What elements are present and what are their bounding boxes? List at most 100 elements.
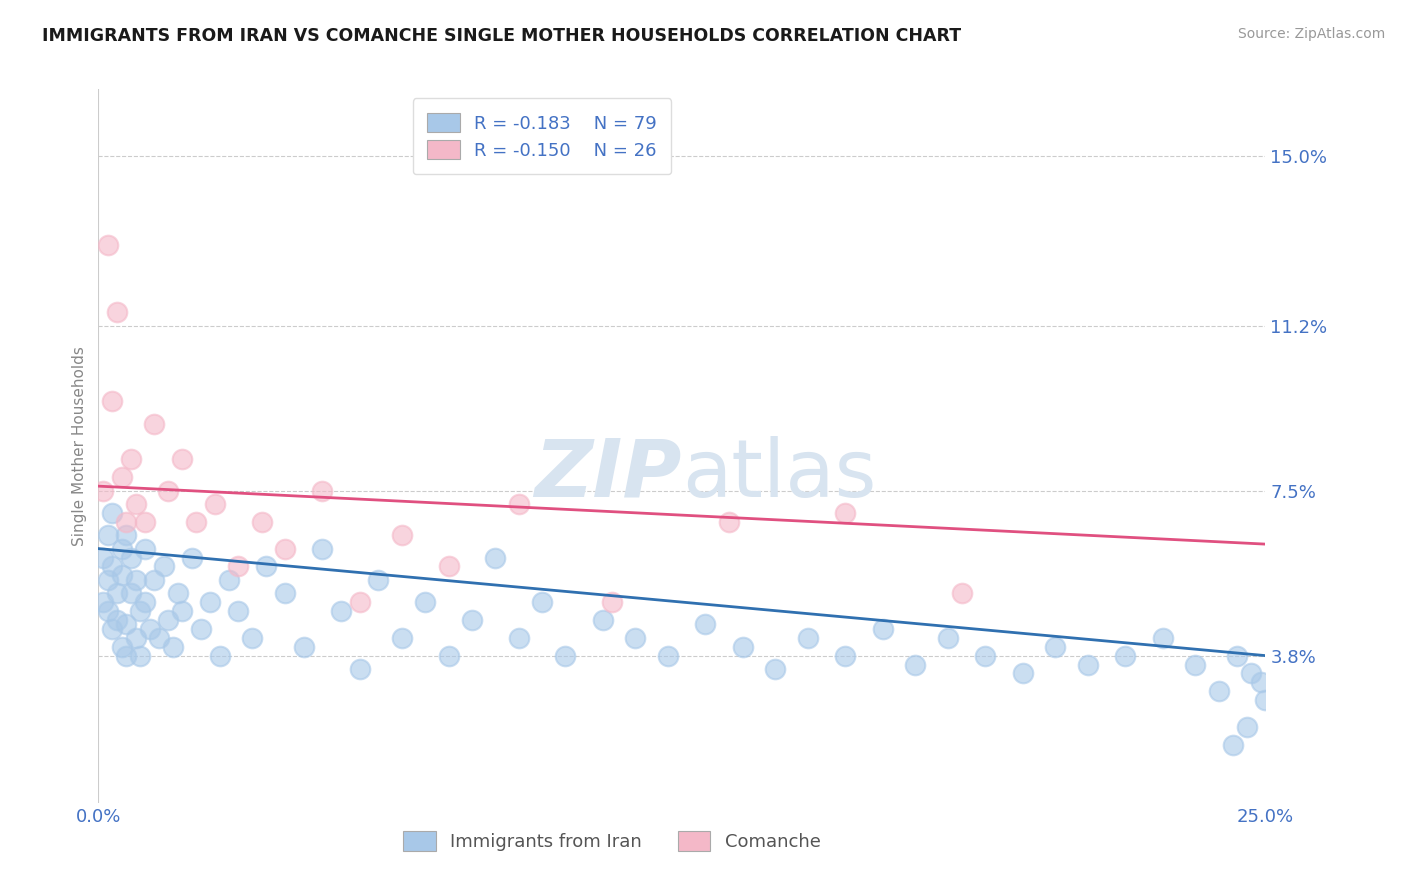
Point <box>97 604 120 618</box>
Point <box>695 617 717 632</box>
Point <box>91 550 114 565</box>
Text: IMMIGRANTS FROM IRAN VS COMANCHE SINGLE MOTHER HOUSEHOLDS CORRELATION CHART: IMMIGRANTS FROM IRAN VS COMANCHE SINGLE … <box>42 27 962 45</box>
Point <box>115 528 138 542</box>
Point <box>115 515 138 529</box>
Point <box>461 613 484 627</box>
Point <box>484 550 506 565</box>
Point <box>111 568 134 582</box>
Point <box>218 573 240 587</box>
Point <box>101 622 124 636</box>
Point <box>624 631 647 645</box>
Point <box>143 417 166 431</box>
Point <box>200 595 222 609</box>
Point <box>950 586 973 600</box>
Point <box>152 559 174 574</box>
Point <box>186 515 208 529</box>
Point <box>274 541 297 556</box>
Point <box>125 497 148 511</box>
Point <box>717 515 740 529</box>
Point <box>904 657 927 672</box>
Point <box>391 528 413 542</box>
Point <box>530 595 553 609</box>
Point <box>1254 693 1277 707</box>
Point <box>1236 720 1258 734</box>
Point <box>600 595 623 609</box>
Point <box>134 515 156 529</box>
Point <box>250 515 273 529</box>
Point <box>129 604 152 618</box>
Point <box>834 648 856 663</box>
Point <box>763 662 786 676</box>
Point <box>115 617 138 632</box>
Y-axis label: Single Mother Households: Single Mother Households <box>72 346 87 546</box>
Point <box>125 573 148 587</box>
Point <box>1011 666 1033 681</box>
Point <box>1226 648 1249 663</box>
Point <box>134 541 156 556</box>
Point <box>101 506 124 520</box>
Point <box>162 640 184 654</box>
Point <box>367 573 389 587</box>
Text: ZIP: ZIP <box>534 435 682 514</box>
Point <box>228 559 250 574</box>
Point <box>97 528 120 542</box>
Point <box>391 631 413 645</box>
Point <box>105 305 128 319</box>
Point <box>91 483 114 498</box>
Legend: Immigrants from Iran, Comanche: Immigrants from Iran, Comanche <box>396 823 828 858</box>
Point <box>120 586 142 600</box>
Point <box>592 613 614 627</box>
Point <box>872 622 894 636</box>
Point <box>115 648 138 663</box>
Point <box>172 604 194 618</box>
Point <box>97 238 120 252</box>
Point <box>157 613 180 627</box>
Text: atlas: atlas <box>682 435 876 514</box>
Point <box>157 483 180 498</box>
Point <box>657 648 679 663</box>
Point <box>834 506 856 520</box>
Point <box>172 452 194 467</box>
Point <box>105 613 128 627</box>
Point <box>349 595 371 609</box>
Point <box>134 595 156 609</box>
Point <box>204 497 226 511</box>
Point <box>101 559 124 574</box>
Point <box>105 586 128 600</box>
Point <box>228 604 250 618</box>
Point <box>413 595 436 609</box>
Point <box>208 648 231 663</box>
Point <box>797 631 820 645</box>
Point <box>508 497 530 511</box>
Point <box>111 470 134 484</box>
Point <box>554 648 576 663</box>
Point <box>330 604 353 618</box>
Point <box>120 550 142 565</box>
Point <box>349 662 371 676</box>
Point <box>1045 640 1067 654</box>
Point <box>120 452 142 467</box>
Point <box>311 541 333 556</box>
Point <box>101 394 124 409</box>
Point <box>111 541 134 556</box>
Point <box>1222 738 1244 752</box>
Point <box>1250 675 1272 690</box>
Text: Source: ZipAtlas.com: Source: ZipAtlas.com <box>1237 27 1385 41</box>
Point <box>731 640 754 654</box>
Point <box>166 586 188 600</box>
Point <box>508 631 530 645</box>
Point <box>1077 657 1099 672</box>
Point <box>1184 657 1206 672</box>
Point <box>274 586 297 600</box>
Point <box>190 622 212 636</box>
Point <box>437 559 460 574</box>
Point <box>292 640 315 654</box>
Point <box>974 648 997 663</box>
Point <box>256 559 278 574</box>
Point <box>1240 666 1263 681</box>
Point <box>1114 648 1136 663</box>
Point <box>936 631 959 645</box>
Point <box>91 595 114 609</box>
Point <box>148 631 170 645</box>
Point <box>1152 631 1174 645</box>
